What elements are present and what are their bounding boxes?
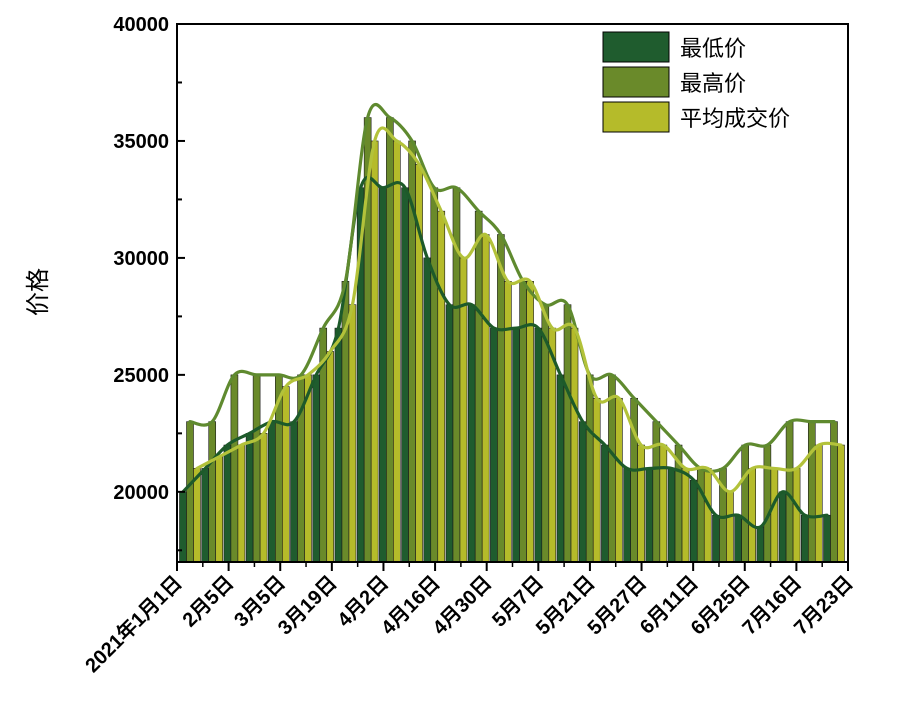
bars-layer xyxy=(179,117,845,563)
bar-最高价-29 xyxy=(807,421,816,563)
y-tick-label: 25000 xyxy=(113,365,169,387)
bar-最低价-8 xyxy=(334,327,343,563)
bar-最低价-30 xyxy=(823,514,831,563)
y-tick-label: 30000 xyxy=(113,248,169,270)
bar-最低价-23 xyxy=(667,468,676,563)
bar-最低价-15 xyxy=(490,327,498,563)
bar-最低价-24 xyxy=(689,479,698,563)
y-tick-label: 20000 xyxy=(113,482,169,504)
bar-平均成交价-19 xyxy=(592,397,601,563)
x-axis: 2021年1月1日2月5日3月5日3月19日4月2日4月16日4月30日5月7日… xyxy=(80,562,858,677)
bar-最低价-10 xyxy=(379,187,387,563)
bar-最高价-18 xyxy=(563,304,572,563)
y-tick-label: 35000 xyxy=(113,131,169,153)
trend-line-最高价 xyxy=(188,102,836,473)
bar-最高价-3 xyxy=(230,374,239,563)
bar-最低价-5 xyxy=(268,421,276,563)
bar-最低价-3 xyxy=(223,444,232,563)
bar-平均成交价-5 xyxy=(282,386,290,563)
bar-最低价-16 xyxy=(512,327,520,563)
bar-最低价-25 xyxy=(712,514,720,563)
bar-最高价-1 xyxy=(186,421,194,563)
bar-最低价-6 xyxy=(290,421,298,563)
bar-最高价-26 xyxy=(741,444,749,563)
legend-swatch-平均成交价 xyxy=(602,101,670,133)
bar-平均成交价-7 xyxy=(326,351,335,563)
bar-最低价-18 xyxy=(556,374,565,563)
legend-label-平均成交价: 平均成交价 xyxy=(680,107,790,132)
bar-最低价-21 xyxy=(623,468,631,563)
bar-平均成交价-25 xyxy=(726,491,734,563)
bar-平均成交价-27 xyxy=(770,468,779,563)
bar-平均成交价-21 xyxy=(637,444,645,563)
bar-平均成交价-24 xyxy=(703,468,712,563)
legend-swatch-最低价 xyxy=(602,31,670,63)
bar-最高价-20 xyxy=(608,374,616,563)
bar-最低价-12 xyxy=(423,257,432,563)
bar-最高价-27 xyxy=(763,444,772,563)
y-axis-label: 价格 xyxy=(24,268,52,316)
bar-平均成交价-10 xyxy=(393,140,401,563)
bar-最高价-22 xyxy=(652,421,661,563)
x-tick-label: 2021年1月1日 xyxy=(80,571,187,678)
bar-最低价-11 xyxy=(401,187,409,563)
bar-最高价-4 xyxy=(252,374,261,563)
bar-最低价-2 xyxy=(201,468,210,563)
bar-最低价-13 xyxy=(445,304,454,563)
bar-最高价-24 xyxy=(696,468,705,563)
bar-平均成交价-28 xyxy=(792,468,801,563)
bar-最低价-26 xyxy=(734,514,742,563)
bar-最高价-15 xyxy=(497,234,505,563)
x-tick-label: 2月5日 xyxy=(179,572,239,632)
legend-swatch-最高价 xyxy=(602,66,670,98)
bar-最高价-2 xyxy=(208,421,217,563)
y-tick-label: 40000 xyxy=(113,14,169,36)
bar-平均成交价-9 xyxy=(370,140,379,563)
bar-平均成交价-20 xyxy=(615,397,623,563)
bar-平均成交价-23 xyxy=(681,468,690,563)
y-axis: 20000 25000 30000 35000 40000 xyxy=(113,14,185,552)
bar-平均成交价-22 xyxy=(659,444,668,563)
legend-label-最低价: 最低价 xyxy=(680,37,746,62)
bar-最低价-22 xyxy=(645,468,654,563)
bar-平均成交价-2 xyxy=(215,456,224,563)
bar-最高价-16 xyxy=(519,280,527,563)
bar-平均成交价-29 xyxy=(814,444,823,563)
bar-最低价-27 xyxy=(756,526,765,563)
bar-最低价-17 xyxy=(534,327,543,563)
legend-label-最高价: 最高价 xyxy=(680,72,746,97)
bar-平均成交价-18 xyxy=(570,327,579,563)
trend-line-平均成交价 xyxy=(195,126,843,494)
bar-平均成交价-12 xyxy=(437,210,446,563)
bar-最低价-7 xyxy=(312,374,321,563)
bar-最低价-4 xyxy=(245,433,254,563)
smooth-lines-layer xyxy=(181,102,843,530)
bar-最高价-14 xyxy=(474,210,483,563)
bar-最高价-12 xyxy=(430,187,439,563)
bar-平均成交价-26 xyxy=(748,468,756,563)
bar-最低价-29 xyxy=(800,514,809,563)
bar-平均成交价-4 xyxy=(259,433,268,563)
bar-最高价-19 xyxy=(585,374,594,563)
bar-最低价-20 xyxy=(601,444,609,563)
bar-平均成交价-1 xyxy=(193,468,201,563)
bar-平均成交价-14 xyxy=(481,234,490,563)
bar-平均成交价-3 xyxy=(237,444,246,563)
bar-最低价-1 xyxy=(179,491,187,563)
bar-最低价-28 xyxy=(778,491,787,563)
bar-平均成交价-30 xyxy=(837,444,845,563)
bar-平均成交价-15 xyxy=(504,280,512,563)
bar-平均成交价-8 xyxy=(348,304,357,563)
trend-line-最低价 xyxy=(181,175,829,530)
bar-最低价-14 xyxy=(467,304,476,563)
bar-最低价-19 xyxy=(578,421,587,563)
